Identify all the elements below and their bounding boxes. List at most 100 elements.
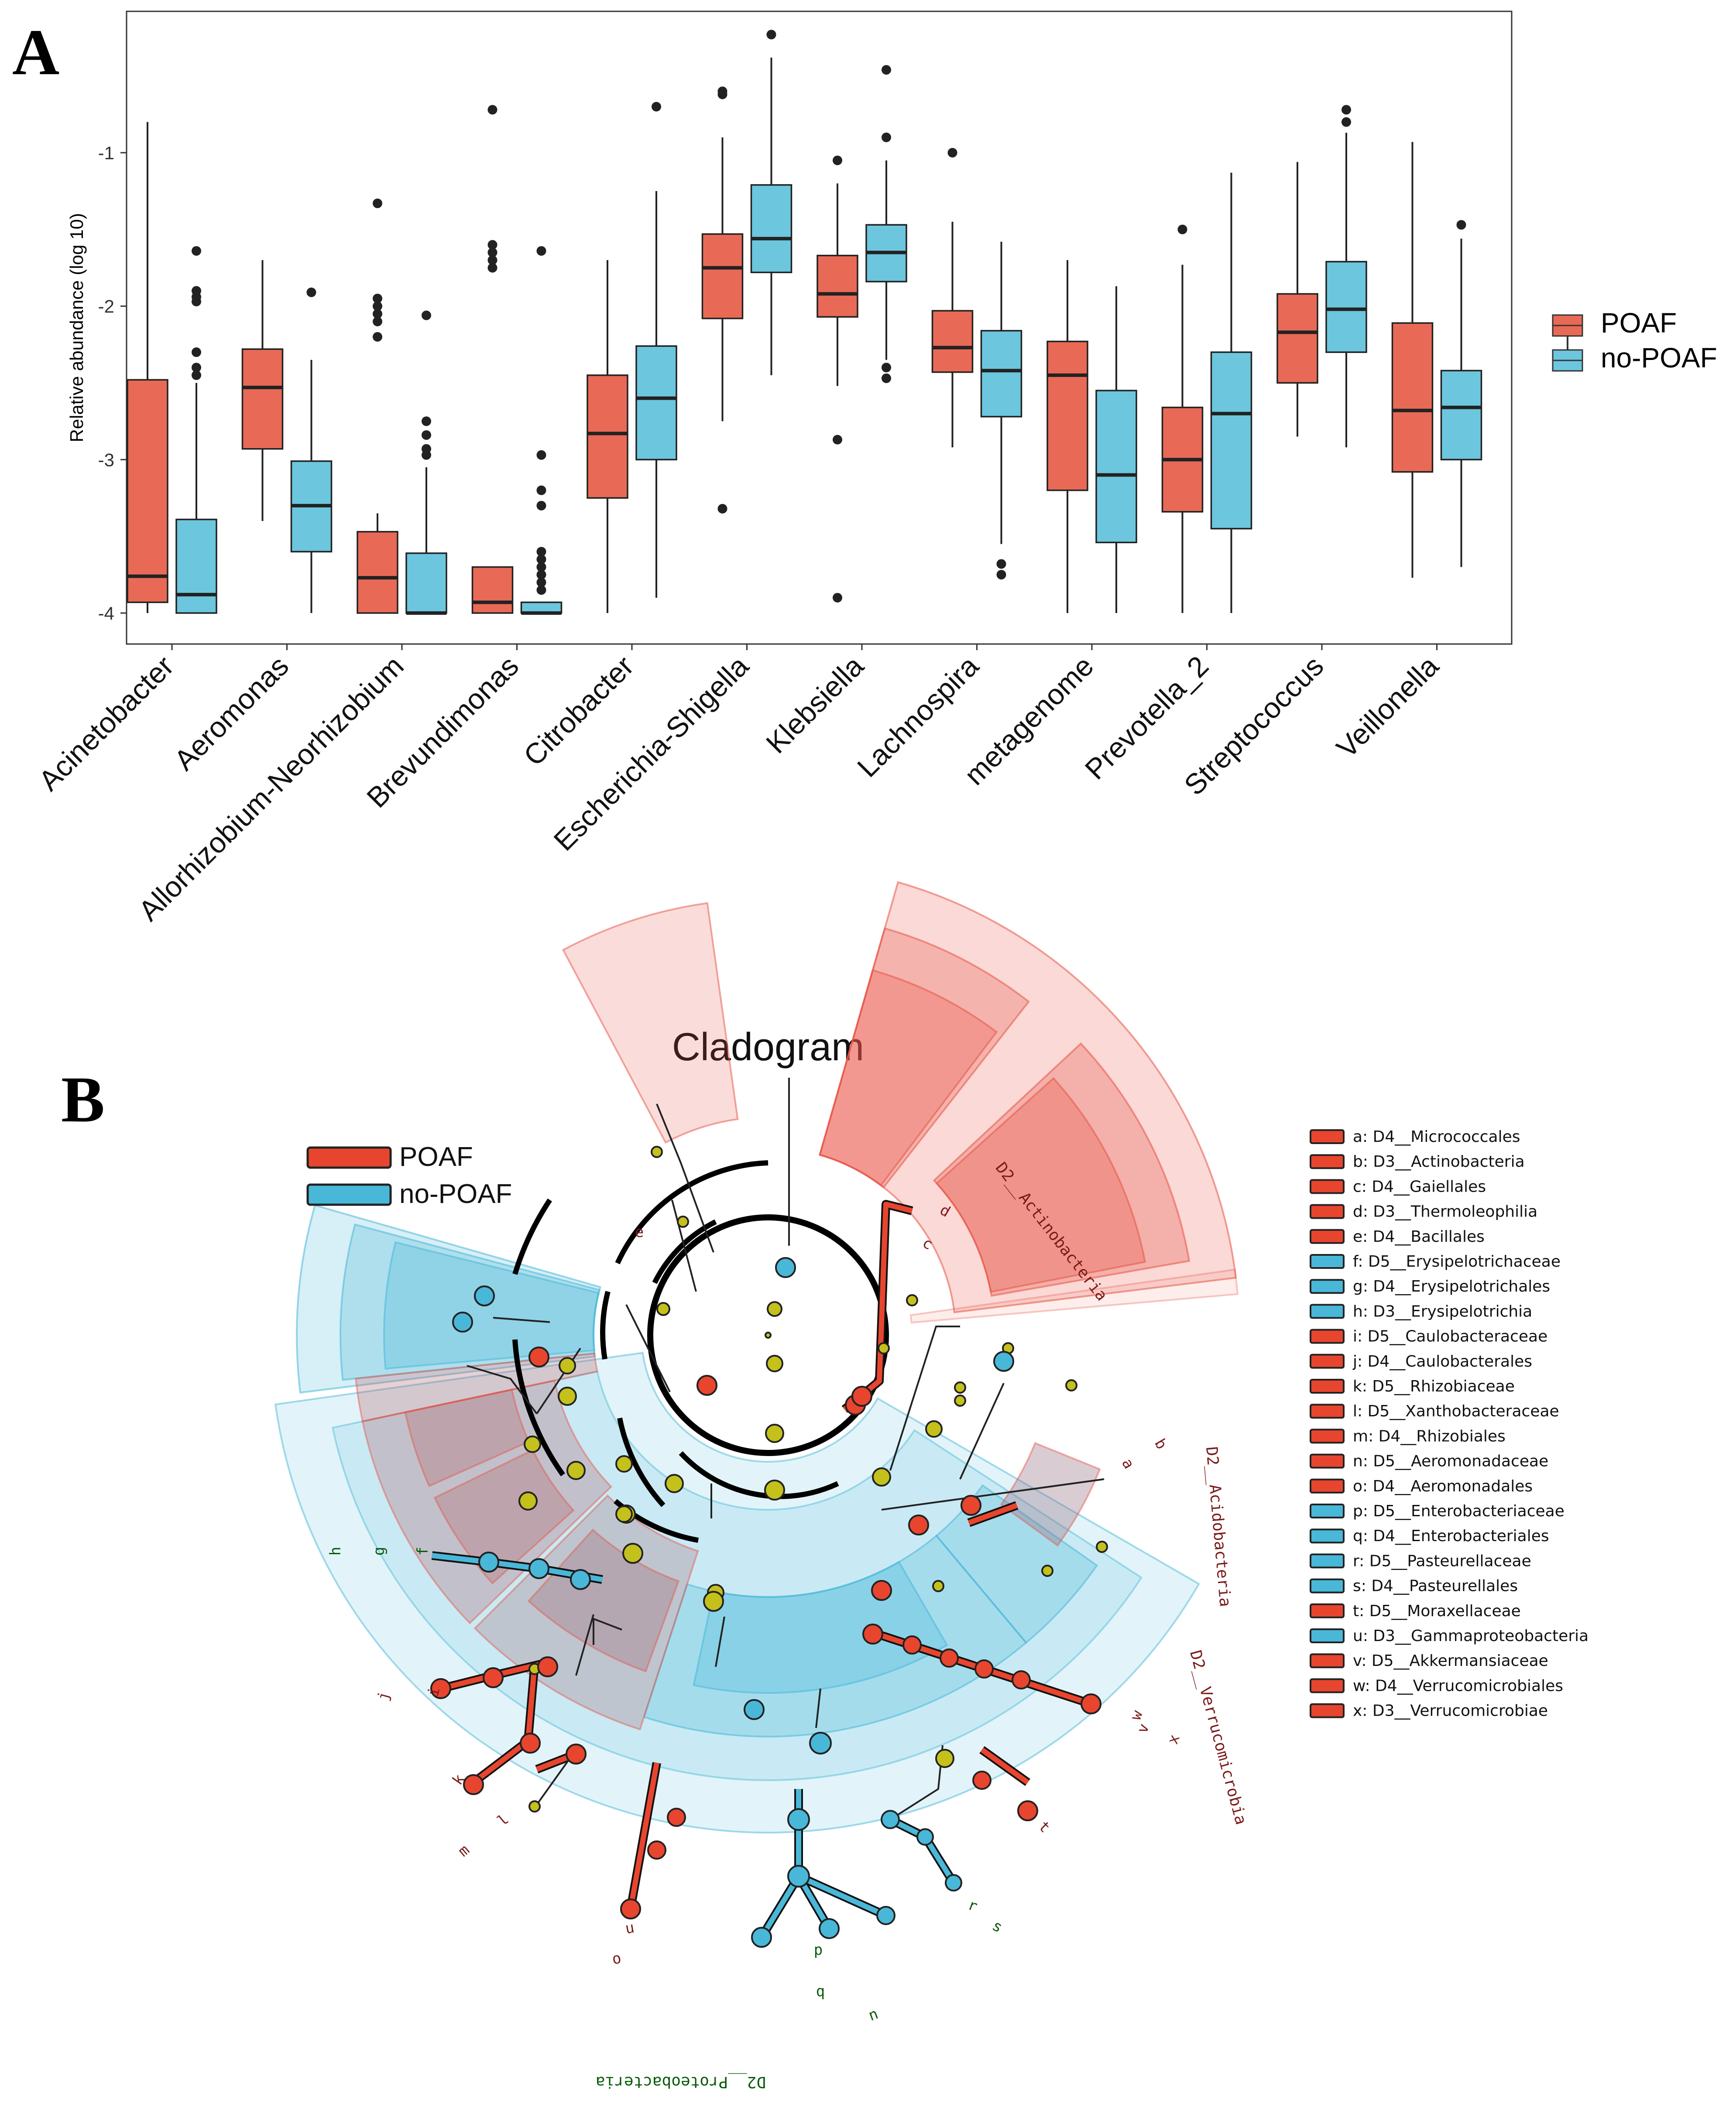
clade-node [615,1505,633,1523]
taxa-legend-label: l: D5__Xanthobacteraceae [1353,1402,1559,1420]
outlier-point [1341,117,1351,127]
box-body [127,379,168,603]
box-body [635,345,677,461]
taxa-legend-label: v: D5__Akkermansiaceae [1353,1652,1548,1670]
clade-node [528,1347,549,1367]
sector-acidobacteria [909,1268,1239,1324]
clade-nodes [430,1146,1108,1948]
box-poaf [701,86,744,514]
clade-letter-e: e [635,1223,644,1241]
clade-letter-g: g [371,1547,388,1556]
clade-node [954,1395,966,1407]
branch-thin [467,1365,538,1415]
box-body [520,601,563,614]
outlier-point [536,485,546,495]
clade-node [954,1381,966,1394]
outlier-point [192,363,201,373]
box-poaf [1276,162,1318,437]
taxa-legend-label: q: D4__Enterobacteriales [1353,1527,1549,1545]
taxa-legend-label: c: D4__Gaiellales [1353,1178,1486,1196]
taxa-legend-swatch [1310,1653,1345,1669]
clade-letter-h: h [327,1547,344,1556]
outlier-point [882,363,891,373]
sector-a [935,1077,1146,1293]
taxa-legend-label: u: D3__Gammaproteobacteria [1353,1627,1588,1645]
clade-node [615,1455,633,1473]
branch-thin [715,1616,725,1667]
x-tick-label: Aeromonas [168,650,295,777]
cladogram-backbone [512,1160,889,1543]
taxa-legend-label: n: D5__Aeromonadaceae [1353,1453,1548,1470]
box-body [175,518,217,614]
box-no-poaf [1095,286,1137,613]
clade-node [902,1635,922,1655]
clade-node [559,1357,576,1374]
clade-node [876,1906,895,1925]
cladogram-title: Cladogram [672,1025,864,1069]
clade-node [851,1386,872,1407]
clade-node [474,1285,495,1306]
branch [797,1874,887,1918]
clade-node [935,1749,954,1768]
phylum-label: D2__Acidobacteria [1202,1446,1234,1608]
clade-node [1081,1693,1101,1714]
clade-node [908,1515,929,1535]
outlier-point [947,148,957,158]
branch-thin [593,1617,622,1645]
outlier-point [536,547,546,557]
sector-t [1000,1442,1101,1547]
clade-node [872,1467,891,1487]
box-poaf [587,260,628,613]
legend-b: POAF no-POAF [306,1142,512,1209]
taxa-legend-swatch [1310,1553,1345,1569]
clade-node [961,1495,981,1516]
outlier-point [487,105,497,115]
clade-node [1041,1565,1053,1577]
sector-m [361,1379,613,1624]
clade-node [916,1828,934,1846]
box-body [1210,351,1252,530]
box-no-poaf [750,30,793,375]
phylum-label: D2__Verrucomicrobia [1186,1648,1250,1826]
branch [980,1748,1029,1785]
outlier-point [1456,220,1466,230]
legend-b-label-no-poaf: no-POAF [399,1179,512,1209]
clade-node [881,1810,900,1829]
clade-node [764,1480,785,1501]
clade-node [751,1927,772,1948]
clade-node [972,1771,992,1790]
outlier-point [717,504,727,514]
box-series [127,30,1482,615]
outlier-point [996,570,1006,580]
taxa-legend-label: o: D4__Aeromonadales [1353,1477,1533,1495]
outlier-point [652,102,661,112]
outlier-point [996,559,1006,569]
outlier-point [882,132,891,142]
clade-node [452,1312,473,1333]
taxa-legend-swatch [1310,1354,1345,1369]
taxa-legend-label: a: D4__Micrococcales [1353,1128,1520,1146]
outlier-point [487,255,497,265]
taxa-legend-label: r: D5__Pasteurellaceae [1353,1552,1531,1570]
box-no-poaf [1440,220,1482,567]
clade-node [1012,1670,1031,1689]
box-poaf [127,122,168,613]
clade-node [570,1569,591,1590]
clade-node [478,1552,499,1573]
sector-c [819,969,998,1187]
taxa-legend-label: f: D5__Erysipelotrichaceae [1353,1253,1561,1271]
clade-letter-w: w [1127,1708,1146,1722]
clade-node [819,1918,840,1939]
outlier-point [192,297,201,307]
legend-label-poaf: POAF [1601,307,1677,339]
box-body [1391,322,1434,473]
clade-letter-x: x [1164,1732,1184,1747]
box-no-poaf [980,241,1022,580]
box-no-poaf [1210,172,1252,613]
box-no-poaf [520,246,563,615]
box-poaf [241,260,284,521]
box-no-poaf [635,102,677,598]
clade-node [558,1387,577,1406]
outlier-point [882,373,891,383]
